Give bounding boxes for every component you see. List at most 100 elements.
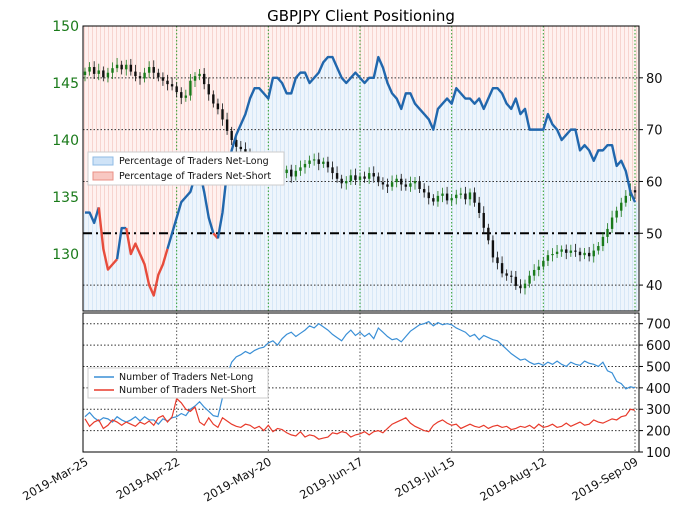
price-candle-body [125,64,128,70]
price-candle-body [569,250,573,253]
price-candle-body [111,68,114,73]
price-candle-body [601,236,605,247]
price-candle-body [129,64,133,72]
legend-label-net-short: Percentage of Traders Net-Short [119,171,271,182]
price-candle-body [322,161,325,164]
date-tick-label: 2019-Aug-12 [477,454,548,503]
price-candle-body [491,240,495,258]
price-candle-body [427,192,430,199]
price-candle-body [92,67,96,74]
price-candle-body [422,189,426,193]
bottom-panel: 100 200 300 400 500 600 700 Number of Traders … [82,312,671,461]
price-tick-label: 145 [52,76,79,92]
price-candle-body [624,195,628,203]
legend-label-count-net-short: Number of Traders Net-Short [119,385,256,396]
price-candle-body [303,163,307,168]
price-candle-body [290,169,293,177]
price-candle-body [285,169,288,174]
price-candle-body [445,193,449,201]
price-candle-body [239,146,243,150]
percent-axis-ticks: 40 50 60 70 80 [639,72,663,294]
price-candle-body [230,130,233,140]
price-candle-body [409,183,412,187]
price-candle-body [510,275,513,277]
percentage-legend-box [87,151,285,186]
price-candle-body [606,228,609,237]
price-candle-body [152,67,155,73]
price-candle-body [523,283,527,289]
date-tick-label: 2019-May-20 [201,454,274,504]
price-candle-body [354,175,357,180]
price-candle-body [166,80,169,85]
price-candle-body [450,198,453,201]
price-candle-body [134,71,137,77]
price-candle-body [597,246,600,251]
price-candle-body [578,251,582,256]
price-candle-body [546,255,550,261]
price-candle-body [367,173,371,179]
price-candles [83,58,637,295]
price-candle-body [189,80,192,96]
count-tick-label: 600 [646,339,671,354]
price-candle-body [519,285,522,289]
price-candle-body [418,181,421,190]
legend-label-count-net-long: Number of Traders Net-Long [119,372,253,383]
price-candle-body [363,176,366,179]
price-candle-body [377,176,380,183]
price-candle-body [161,77,165,81]
price-candle-body [381,182,385,185]
price-candle-body [496,257,499,264]
net-long-line-segment [85,207,100,225]
count-legend: Number of Traders Net-Long Number of Tra… [87,367,269,399]
price-tick-label: 140 [52,133,79,149]
price-candle-body [372,173,375,177]
price-candle-body [620,202,623,211]
count-net-long-line [84,320,636,426]
percentage-net-long-line [85,55,637,297]
price-candle-body [464,193,467,200]
trader-count-lines [84,320,636,440]
date-tick-label: 2019-Mar-25 [20,454,90,503]
top-panel-frame [82,25,640,312]
net-long-fill [83,57,639,311]
price-candle-body [468,192,472,200]
price-candle-body [97,70,100,74]
percent-tick-label: 80 [646,72,663,87]
net-short-line-segment [97,207,118,271]
price-candle-body [349,175,353,182]
price-candle-body [390,182,394,187]
price-tick-label: 135 [52,190,79,206]
price-candle-body [225,119,229,131]
legend-label-net-long: Percentage of Traders Net-Long [119,156,269,167]
price-candle-body [83,71,87,76]
price-candle-body [244,149,247,153]
price-candle-body [340,178,343,184]
price-candle-body [317,159,320,164]
percent-tick-label: 50 [646,227,663,242]
price-candle-body [138,76,142,79]
price-tick-label: 150 [52,19,79,35]
count-legend-box [87,367,269,399]
price-candle-body [198,73,201,77]
price-candle-body [88,67,91,72]
price-candle-body [505,273,508,276]
price-candle-body [115,64,119,69]
price-candle-body [221,109,224,120]
price-candle-body [326,161,330,168]
count-net-short-line [84,397,636,440]
price-candle-body [212,94,215,104]
price-candle-body [551,254,554,256]
price-candle-body [193,76,197,81]
bottom-panel-frame [82,312,640,453]
price-candle-body [633,190,637,193]
price-candle-body [532,269,536,276]
price-candle-body [120,64,123,70]
net-long-line-segment [115,226,127,260]
price-candle-body [106,72,110,78]
price-candle-body [482,212,485,228]
date-tick-label: 2019-Jun-17 [297,454,365,502]
price-candle-body [207,84,210,95]
price-candle-body [404,184,408,187]
price-candle-body [413,181,417,184]
